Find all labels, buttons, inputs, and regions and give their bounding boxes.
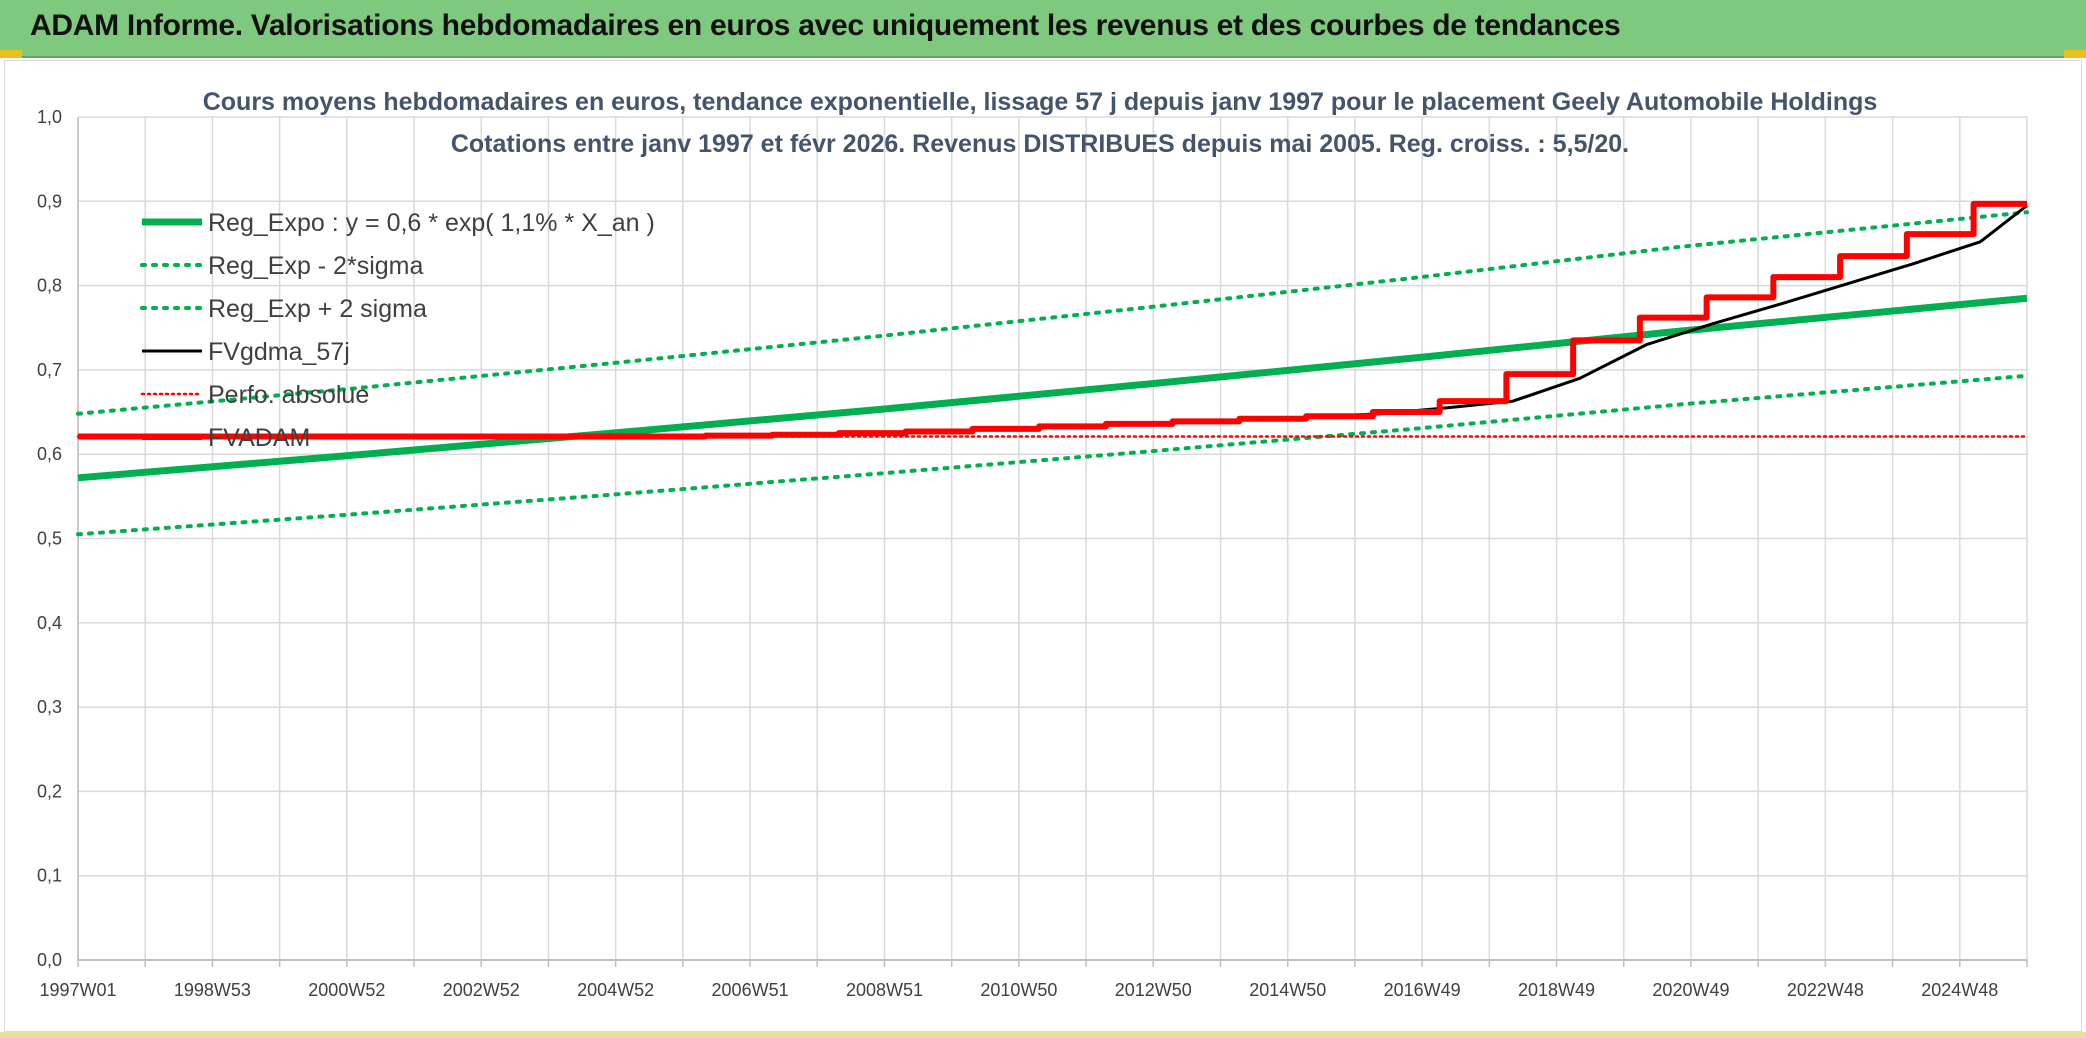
chart-title-line2: Cotations entre janv 1997 et févr 2026. …: [451, 130, 1629, 158]
y-tick-label: 0,6: [37, 444, 62, 464]
series-line-fvadam: [78, 200, 2027, 440]
x-tick-label: 2002W52: [443, 980, 520, 1000]
bottom-bar: [0, 1032, 2086, 1038]
x-tick-label: 2016W49: [1384, 980, 1461, 1000]
x-tick-label: 1998W53: [174, 980, 251, 1000]
corner-accent-left: [0, 50, 22, 58]
legend-label-reg-expo: Reg_Expo : y = 0,6 * exp( 1,1% * X_an ): [208, 209, 655, 237]
y-tick-label: 0,3: [37, 697, 62, 717]
y-tick-label: 0,1: [37, 866, 62, 886]
y-tick-label: 0,7: [37, 360, 62, 380]
series-layer: [76, 200, 2029, 537]
x-tick-label: 1997W01: [39, 980, 116, 1000]
series-line-reg-expo: [77, 294, 2028, 482]
chart-frame: [4, 60, 2082, 1032]
y-tick-label: 0,8: [37, 276, 62, 296]
series-line-reg-exp-plus-2sigma: [76, 210, 2029, 416]
x-tick-label: 2018W49: [1518, 980, 1595, 1000]
y-tick-label: 0,0: [37, 950, 62, 970]
corner-accent-right: [2064, 50, 2086, 58]
report-banner: ADAM Informe. Valorisations hebdomadaire…: [0, 0, 2086, 58]
x-tick-label: 2004W52: [577, 980, 654, 1000]
x-tick-label: 2014W50: [1249, 980, 1326, 1000]
x-tick-label: 2022W48: [1787, 980, 1864, 1000]
y-tick-label: 0,5: [37, 529, 62, 549]
legend-label-reg-exp-minus-2sigma: Reg_Exp - 2*sigma: [208, 252, 423, 280]
x-tick-label: 2024W48: [1921, 980, 1998, 1000]
report-title: ADAM Informe. Valorisations hebdomadaire…: [30, 9, 1621, 42]
x-tick-label: 2008W51: [846, 980, 923, 1000]
legend-label-fvadam: FVADAM: [208, 424, 310, 452]
x-tick-label: 2000W52: [308, 980, 385, 1000]
legend: Reg_Expo : y = 0,6 * exp( 1,1% * X_an ) R…: [140, 209, 655, 452]
y-tick-label: 1,0: [37, 107, 62, 127]
y-tick-label: 0,2: [37, 781, 62, 801]
y-tick-label: 0,9: [37, 191, 62, 211]
x-tick-label: 2006W51: [712, 980, 789, 1000]
grid-layer: [77, 116, 2028, 961]
series-line-reg-exp-minus-2sigma: [76, 373, 2029, 537]
legend-label-perfo-absolue: Perfo. absolue: [208, 381, 369, 409]
x-tick-label: 2012W50: [1115, 980, 1192, 1000]
x-tick-label: 2010W50: [980, 980, 1057, 1000]
legend-label-reg-exp-plus-2sigma: Reg_Exp + 2 sigma: [208, 295, 427, 323]
chart-title-line1: Cours moyens hebdomadaires en euros, ten…: [203, 88, 1878, 116]
x-tick-label: 2020W49: [1652, 980, 1729, 1000]
axis-layer: 0,0 0,1 0,2 0,3 0,4 0,5 0,6 0,7 0,8 0,9 1,0 1997W01…: [37, 107, 2028, 1000]
legend-label-fvgdma-57j: FVgdma_57j: [208, 338, 350, 366]
y-tick-label: 0,4: [37, 613, 62, 633]
